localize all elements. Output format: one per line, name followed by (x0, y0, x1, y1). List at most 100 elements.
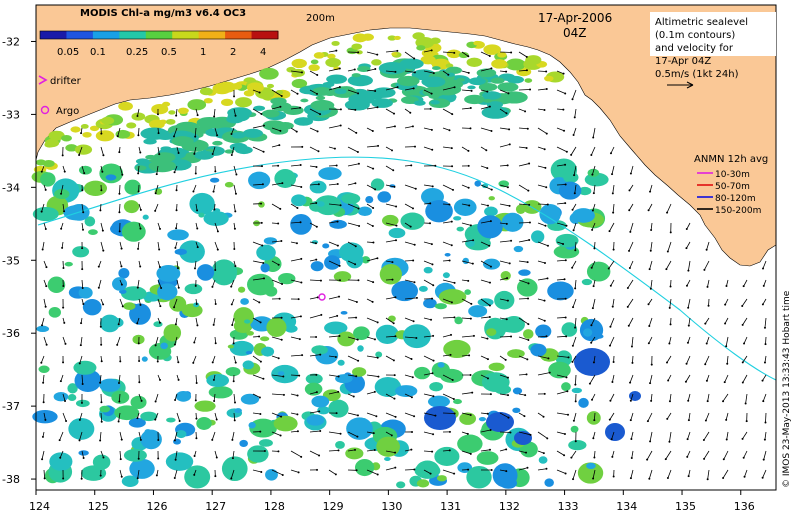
chl-patch (231, 83, 242, 90)
velocity-arrow-head (102, 250, 104, 252)
velocity-arrow-head (316, 74, 318, 76)
velocity-arrow-head (708, 305, 710, 307)
chl-patch (311, 60, 319, 65)
chl-patch (276, 90, 283, 94)
velocity-arrow-head (235, 174, 237, 176)
velocity-arrow-head (706, 343, 708, 345)
velocity-arrow-head (261, 165, 263, 167)
velocity-arrow-head (410, 226, 412, 228)
chl-patch (112, 277, 127, 291)
y-tick-label: -33 (2, 108, 20, 121)
chl-patch (491, 59, 507, 69)
velocity-arrow-head (80, 132, 82, 134)
velocity-arrow-head (353, 395, 355, 397)
chl-patch (166, 119, 176, 125)
chl-patch (357, 345, 363, 351)
velocity-arrow-head (454, 412, 456, 414)
velocity-arrow (519, 222, 530, 223)
velocity-arrow-head (612, 212, 614, 214)
chl-patch (463, 258, 469, 264)
chl-patch (247, 445, 268, 462)
velocity-arrow-head (547, 204, 549, 206)
velocity-arrow-head (394, 71, 396, 73)
velocity-arrow-head (410, 164, 412, 166)
velocity-arrow-head (357, 92, 359, 94)
chl-patch (500, 477, 517, 488)
chl-patch (391, 52, 397, 56)
chl-patch (175, 249, 187, 255)
velocity-arrow-head (316, 391, 318, 393)
chl-patch (375, 351, 382, 357)
velocity-arrow-head (315, 242, 317, 244)
velocity-arrow-head (139, 228, 141, 230)
velocity-arrow-head (355, 375, 357, 377)
velocity-arrow-head (413, 87, 415, 89)
velocity-arrow-head (282, 474, 284, 476)
chl-patch (561, 382, 571, 391)
velocity-arrow-head (611, 381, 613, 383)
chl-patch (235, 97, 252, 107)
velocity-arrow-head (453, 473, 455, 475)
velocity-arrow-head (234, 419, 236, 421)
velocity-arrow-head (296, 131, 298, 133)
velocity-arrow-head (431, 372, 433, 374)
velocity-arrow-head (670, 323, 672, 325)
velocity-arrow-head (526, 147, 528, 149)
chl-patch (246, 351, 252, 354)
chl-patch (325, 58, 341, 67)
velocity-arrow-head (543, 109, 545, 111)
chl-patch (171, 136, 193, 146)
colorbar-tick-5: 2 (230, 47, 236, 58)
velocity-arrow-head (613, 361, 615, 363)
velocity-arrow-head (354, 69, 356, 71)
velocity-arrow-head (118, 193, 120, 195)
velocity-arrow-head (213, 379, 215, 381)
chl-patch (524, 78, 532, 83)
chl-patch (135, 165, 147, 170)
chl-patch-low (424, 406, 456, 430)
velocity-arrow-head (764, 439, 766, 441)
chl-patch (271, 365, 298, 383)
chl-patch (292, 69, 305, 77)
velocity-arrow-head (339, 265, 341, 267)
velocity-arrow-head (280, 416, 282, 418)
chl-patch (278, 371, 285, 375)
chl-patch (39, 365, 50, 372)
velocity-arrow-head (432, 185, 434, 187)
velocity-arrow-head (507, 377, 509, 379)
chl-patch (68, 394, 77, 401)
velocity-arrow-head (358, 207, 360, 209)
chl-patch (140, 127, 168, 139)
velocity-arrow-head (300, 186, 302, 188)
velocity-arrow-head (746, 420, 748, 422)
velocity-arrow-head (529, 89, 531, 91)
velocity-arrow-head (432, 395, 434, 397)
velocity-arrow (500, 336, 511, 337)
velocity-arrow-head (213, 324, 215, 326)
velocity-arrow-head (45, 189, 47, 191)
velocity-arrow-head (544, 262, 546, 264)
velocity-arrow-head (64, 400, 66, 402)
velocity-arrow-head (431, 93, 433, 95)
velocity-arrow-head (722, 400, 724, 402)
velocity-arrow-head (63, 322, 65, 324)
velocity-arrow-head (411, 431, 413, 433)
velocity-arrow-head (563, 130, 565, 132)
velocity-arrow-head (234, 210, 236, 212)
velocity-arrow-head (62, 361, 64, 363)
chl-patch (142, 356, 148, 361)
velocity-arrow-head (430, 319, 432, 321)
chl-patch (483, 99, 492, 103)
velocity-arrow-head (300, 164, 302, 166)
velocity-arrow-head (593, 361, 595, 363)
velocity-arrow-head (357, 279, 359, 281)
velocity-arrow-head (59, 457, 61, 459)
chl-patch (535, 325, 551, 339)
velocity-arrow-head (211, 439, 213, 441)
velocity-arrow-head (685, 247, 687, 249)
velocity-arrow-head (213, 191, 215, 193)
velocity-arrow-head (612, 192, 614, 194)
chl-patch (424, 267, 433, 274)
chl-patch (124, 449, 147, 462)
velocity-arrow-head (296, 242, 298, 244)
